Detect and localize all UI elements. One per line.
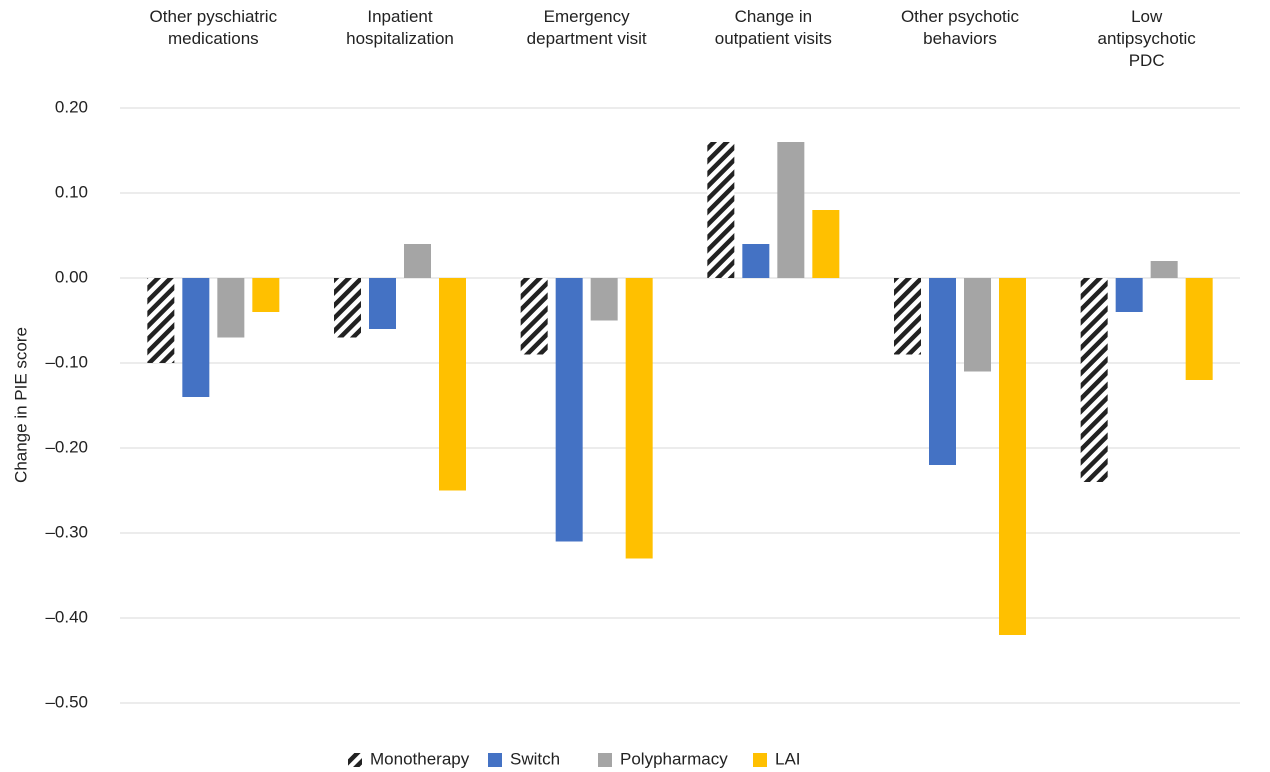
legend-label: LAI [775, 749, 801, 768]
category-label: Other pyschiatric medications [149, 7, 278, 48]
category-label: Other psychotic behaviors [900, 7, 1020, 48]
bar [812, 210, 840, 278]
bar [742, 244, 770, 278]
bar [404, 244, 431, 278]
bar [964, 278, 991, 372]
bar [369, 278, 396, 329]
bar [555, 278, 583, 542]
bar [334, 278, 361, 338]
y-axis-label: Change in PIE score [11, 327, 30, 483]
legend-swatch [488, 753, 502, 767]
bar [707, 142, 735, 278]
y-tick-label: 0.20 [55, 97, 88, 116]
bar [1150, 261, 1178, 278]
y-tick-label: –0.30 [45, 522, 88, 541]
bar [182, 278, 210, 397]
category-label: Emergency department visit [526, 7, 647, 48]
legend-swatch [753, 753, 767, 767]
bar [147, 278, 175, 363]
category-label: Inpatient hospitalization [346, 7, 454, 48]
legend-label: Monotherapy [370, 749, 470, 768]
y-tick-label: 0.00 [55, 267, 88, 286]
bar [590, 278, 618, 321]
legend-label: Switch [510, 749, 560, 768]
legend-swatch [348, 753, 362, 767]
bar [252, 278, 280, 312]
category-label: Change in outpatient visits [714, 7, 832, 48]
legend-swatch [598, 753, 612, 767]
y-tick-label: –0.20 [45, 437, 88, 456]
bar [894, 278, 921, 355]
bar [999, 278, 1026, 635]
bar [625, 278, 653, 559]
y-tick-label: –0.50 [45, 692, 88, 711]
bar [217, 278, 245, 338]
bar [520, 278, 548, 355]
y-tick-label: –0.40 [45, 607, 88, 626]
bar [1115, 278, 1143, 312]
y-tick-label: –0.10 [45, 352, 88, 371]
bar [929, 278, 956, 465]
bar [777, 142, 805, 278]
category-label: Low antipsychotic PDC [1097, 7, 1196, 70]
bar [1080, 278, 1108, 482]
bar [439, 278, 466, 491]
bar [1185, 278, 1213, 380]
y-tick-label: 0.10 [55, 182, 88, 201]
legend-label: Polypharmacy [620, 749, 728, 768]
